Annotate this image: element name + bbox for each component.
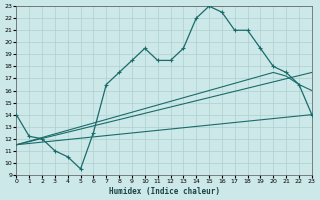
X-axis label: Humidex (Indice chaleur): Humidex (Indice chaleur) <box>108 187 220 196</box>
